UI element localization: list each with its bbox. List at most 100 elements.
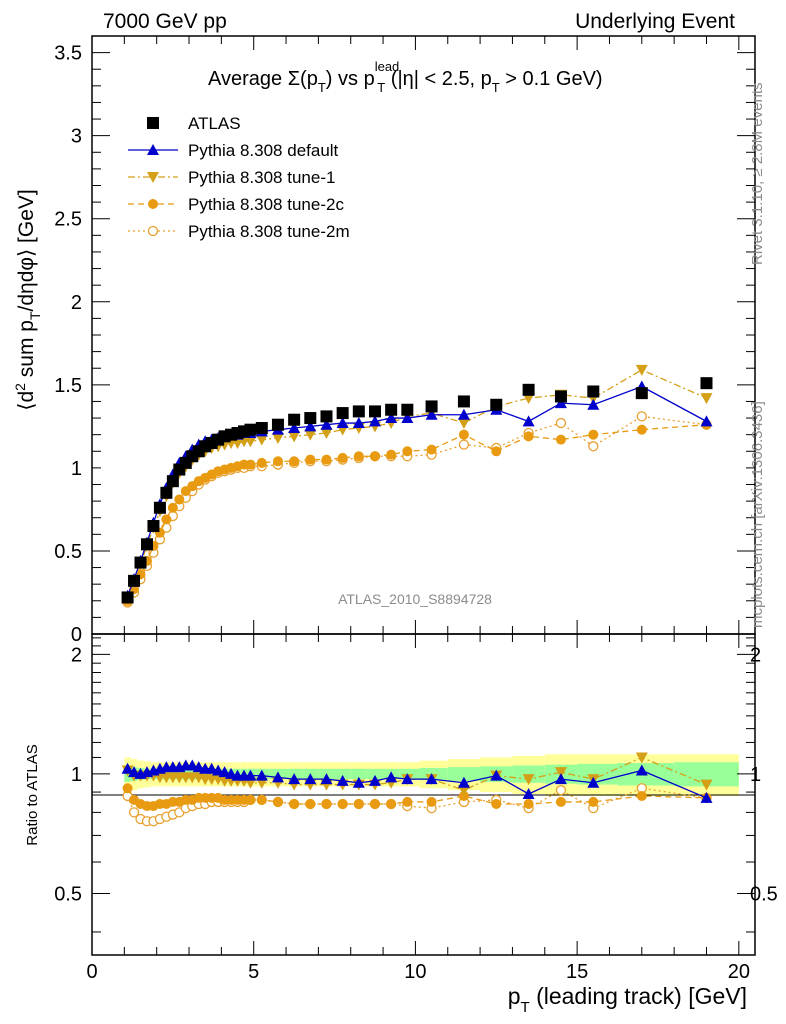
data-point — [369, 798, 380, 809]
data-point — [256, 457, 267, 468]
data-point — [255, 434, 268, 446]
y-tick-label: 1 — [71, 458, 82, 480]
xlabel: pT (leading track) [GeV] — [508, 983, 747, 1016]
data-point — [588, 441, 599, 452]
main-series — [121, 364, 713, 608]
data-point — [256, 794, 267, 805]
data-point — [554, 390, 567, 403]
ratio-panel-frame — [91, 633, 756, 956]
main-ylabel: ⟨d2 sum pT/dηdφ⟩ [GeV] — [12, 189, 43, 410]
data-point — [554, 397, 567, 409]
ratio-ylabel: Ratio to ATLAS — [24, 744, 41, 845]
data-point — [336, 417, 349, 429]
ratio-band-inner — [399, 768, 420, 780]
data-point — [457, 408, 470, 420]
header-right: Underlying Event — [575, 10, 735, 33]
data-point — [121, 762, 134, 774]
data-point — [160, 486, 173, 499]
data-point — [353, 798, 364, 809]
data-point — [153, 501, 166, 514]
data-point — [554, 773, 567, 785]
legend-label: Pythia 8.308 default — [188, 141, 339, 160]
data-point — [244, 769, 257, 781]
data-point — [555, 796, 566, 807]
ratio-y-tick-label-right: 1 — [750, 764, 761, 786]
data-point — [402, 446, 413, 457]
rivet-label: Rivet 3.1.10, ≥ 2.8M events — [749, 83, 766, 266]
data-point — [457, 395, 470, 408]
data-point — [289, 456, 300, 467]
data-point — [425, 408, 438, 420]
data-point — [166, 475, 179, 488]
ratio-band-inner — [208, 768, 215, 780]
data-point — [368, 774, 381, 786]
data-point — [304, 773, 317, 785]
analysis-label: ATLAS_2010_S8894728 — [338, 591, 492, 607]
ratio-y-tick-label: 0.5 — [54, 883, 82, 905]
x-tick-label: 20 — [728, 961, 750, 983]
series-line — [127, 787, 707, 807]
data-point — [128, 574, 141, 587]
data-point — [121, 591, 134, 604]
data-point — [555, 417, 567, 429]
data-point — [490, 769, 503, 781]
data-point — [288, 422, 301, 434]
data-point — [491, 798, 502, 809]
data-point — [700, 415, 713, 427]
header-left: 7000 GeV pp — [103, 10, 227, 33]
y-tick-label: 0.5 — [54, 541, 82, 563]
data-point — [140, 538, 153, 551]
x-tick-label: 5 — [248, 961, 259, 983]
data-point — [245, 459, 256, 470]
data-point — [174, 494, 185, 505]
y-tick-label: 3 — [71, 126, 82, 148]
data-point — [353, 451, 364, 462]
ratio-band-inner — [447, 767, 481, 781]
x-tick-label: 0 — [86, 961, 97, 983]
data-point — [401, 403, 414, 416]
ratio-series — [121, 752, 713, 827]
data-point — [635, 387, 648, 400]
data-point — [288, 431, 301, 443]
data-point — [244, 423, 257, 436]
y-tick-label: 1.5 — [54, 375, 82, 397]
data-point — [587, 385, 600, 398]
data-point — [386, 798, 397, 809]
data-point — [385, 771, 398, 783]
legend-marker — [147, 144, 159, 155]
data-point — [555, 434, 566, 445]
ratio-y-tick-label: 2 — [71, 644, 82, 666]
data-point — [272, 796, 283, 807]
data-point — [289, 798, 300, 809]
data-point — [401, 773, 414, 785]
data-point — [555, 785, 567, 796]
data-point — [635, 764, 648, 776]
data-point — [491, 446, 502, 457]
data-point — [522, 774, 535, 786]
data-point — [588, 429, 599, 440]
y-tick-label: 0 — [71, 624, 82, 646]
data-point — [401, 412, 414, 424]
legend: ATLAS Pythia 8.308 default Pythia 8.308 tu… — [128, 114, 350, 241]
data-point — [587, 776, 600, 788]
data-point — [271, 771, 284, 783]
axis-ticks: 0 5 10 15 20 0 0.5 1 1.5 2 2.5 3 3.5 0.5 0.5 1 1 2 2 — [54, 35, 778, 983]
data-point — [402, 796, 413, 807]
ratio-y-tick-label-right: 0.5 — [750, 883, 778, 905]
mcplots-label: mcplots.cern.ch [arXiv:1306.3436] — [749, 401, 766, 628]
data-point — [288, 773, 301, 785]
data-point — [425, 773, 438, 785]
legend-marker — [147, 225, 159, 237]
data-point — [304, 429, 317, 441]
data-point — [167, 502, 178, 513]
ratio-band-inner — [334, 768, 351, 780]
data-point — [304, 420, 317, 432]
chart-title: Average Σ(pT) vs plead T (|η| < 2.5, pT >… — [208, 59, 603, 95]
ratio-band-inner — [350, 768, 367, 780]
ratio-band-inner — [366, 768, 384, 780]
data-point — [522, 383, 535, 396]
data-point — [244, 436, 257, 448]
ratio-band-inner — [201, 768, 209, 780]
